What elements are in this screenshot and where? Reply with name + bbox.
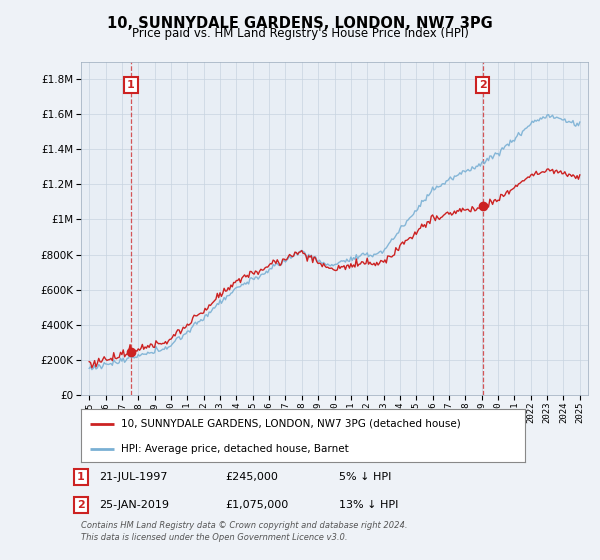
Text: 10, SUNNYDALE GARDENS, LONDON, NW7 3PG (detached house): 10, SUNNYDALE GARDENS, LONDON, NW7 3PG (… xyxy=(121,419,461,429)
Text: Contains HM Land Registry data © Crown copyright and database right 2024.: Contains HM Land Registry data © Crown c… xyxy=(81,521,407,530)
Text: 5% ↓ HPI: 5% ↓ HPI xyxy=(339,472,391,482)
Text: 2: 2 xyxy=(77,500,85,510)
Text: 13% ↓ HPI: 13% ↓ HPI xyxy=(339,500,398,510)
Text: 1: 1 xyxy=(77,472,85,482)
Text: This data is licensed under the Open Government Licence v3.0.: This data is licensed under the Open Gov… xyxy=(81,533,347,542)
Text: £1,075,000: £1,075,000 xyxy=(225,500,288,510)
Text: 1: 1 xyxy=(127,80,135,90)
Text: 21-JUL-1997: 21-JUL-1997 xyxy=(99,472,167,482)
Text: 25-JAN-2019: 25-JAN-2019 xyxy=(99,500,169,510)
Text: 2: 2 xyxy=(479,80,487,90)
Text: HPI: Average price, detached house, Barnet: HPI: Average price, detached house, Barn… xyxy=(121,444,349,454)
Text: 10, SUNNYDALE GARDENS, LONDON, NW7 3PG: 10, SUNNYDALE GARDENS, LONDON, NW7 3PG xyxy=(107,16,493,31)
Text: Price paid vs. HM Land Registry's House Price Index (HPI): Price paid vs. HM Land Registry's House … xyxy=(131,27,469,40)
Text: £245,000: £245,000 xyxy=(225,472,278,482)
